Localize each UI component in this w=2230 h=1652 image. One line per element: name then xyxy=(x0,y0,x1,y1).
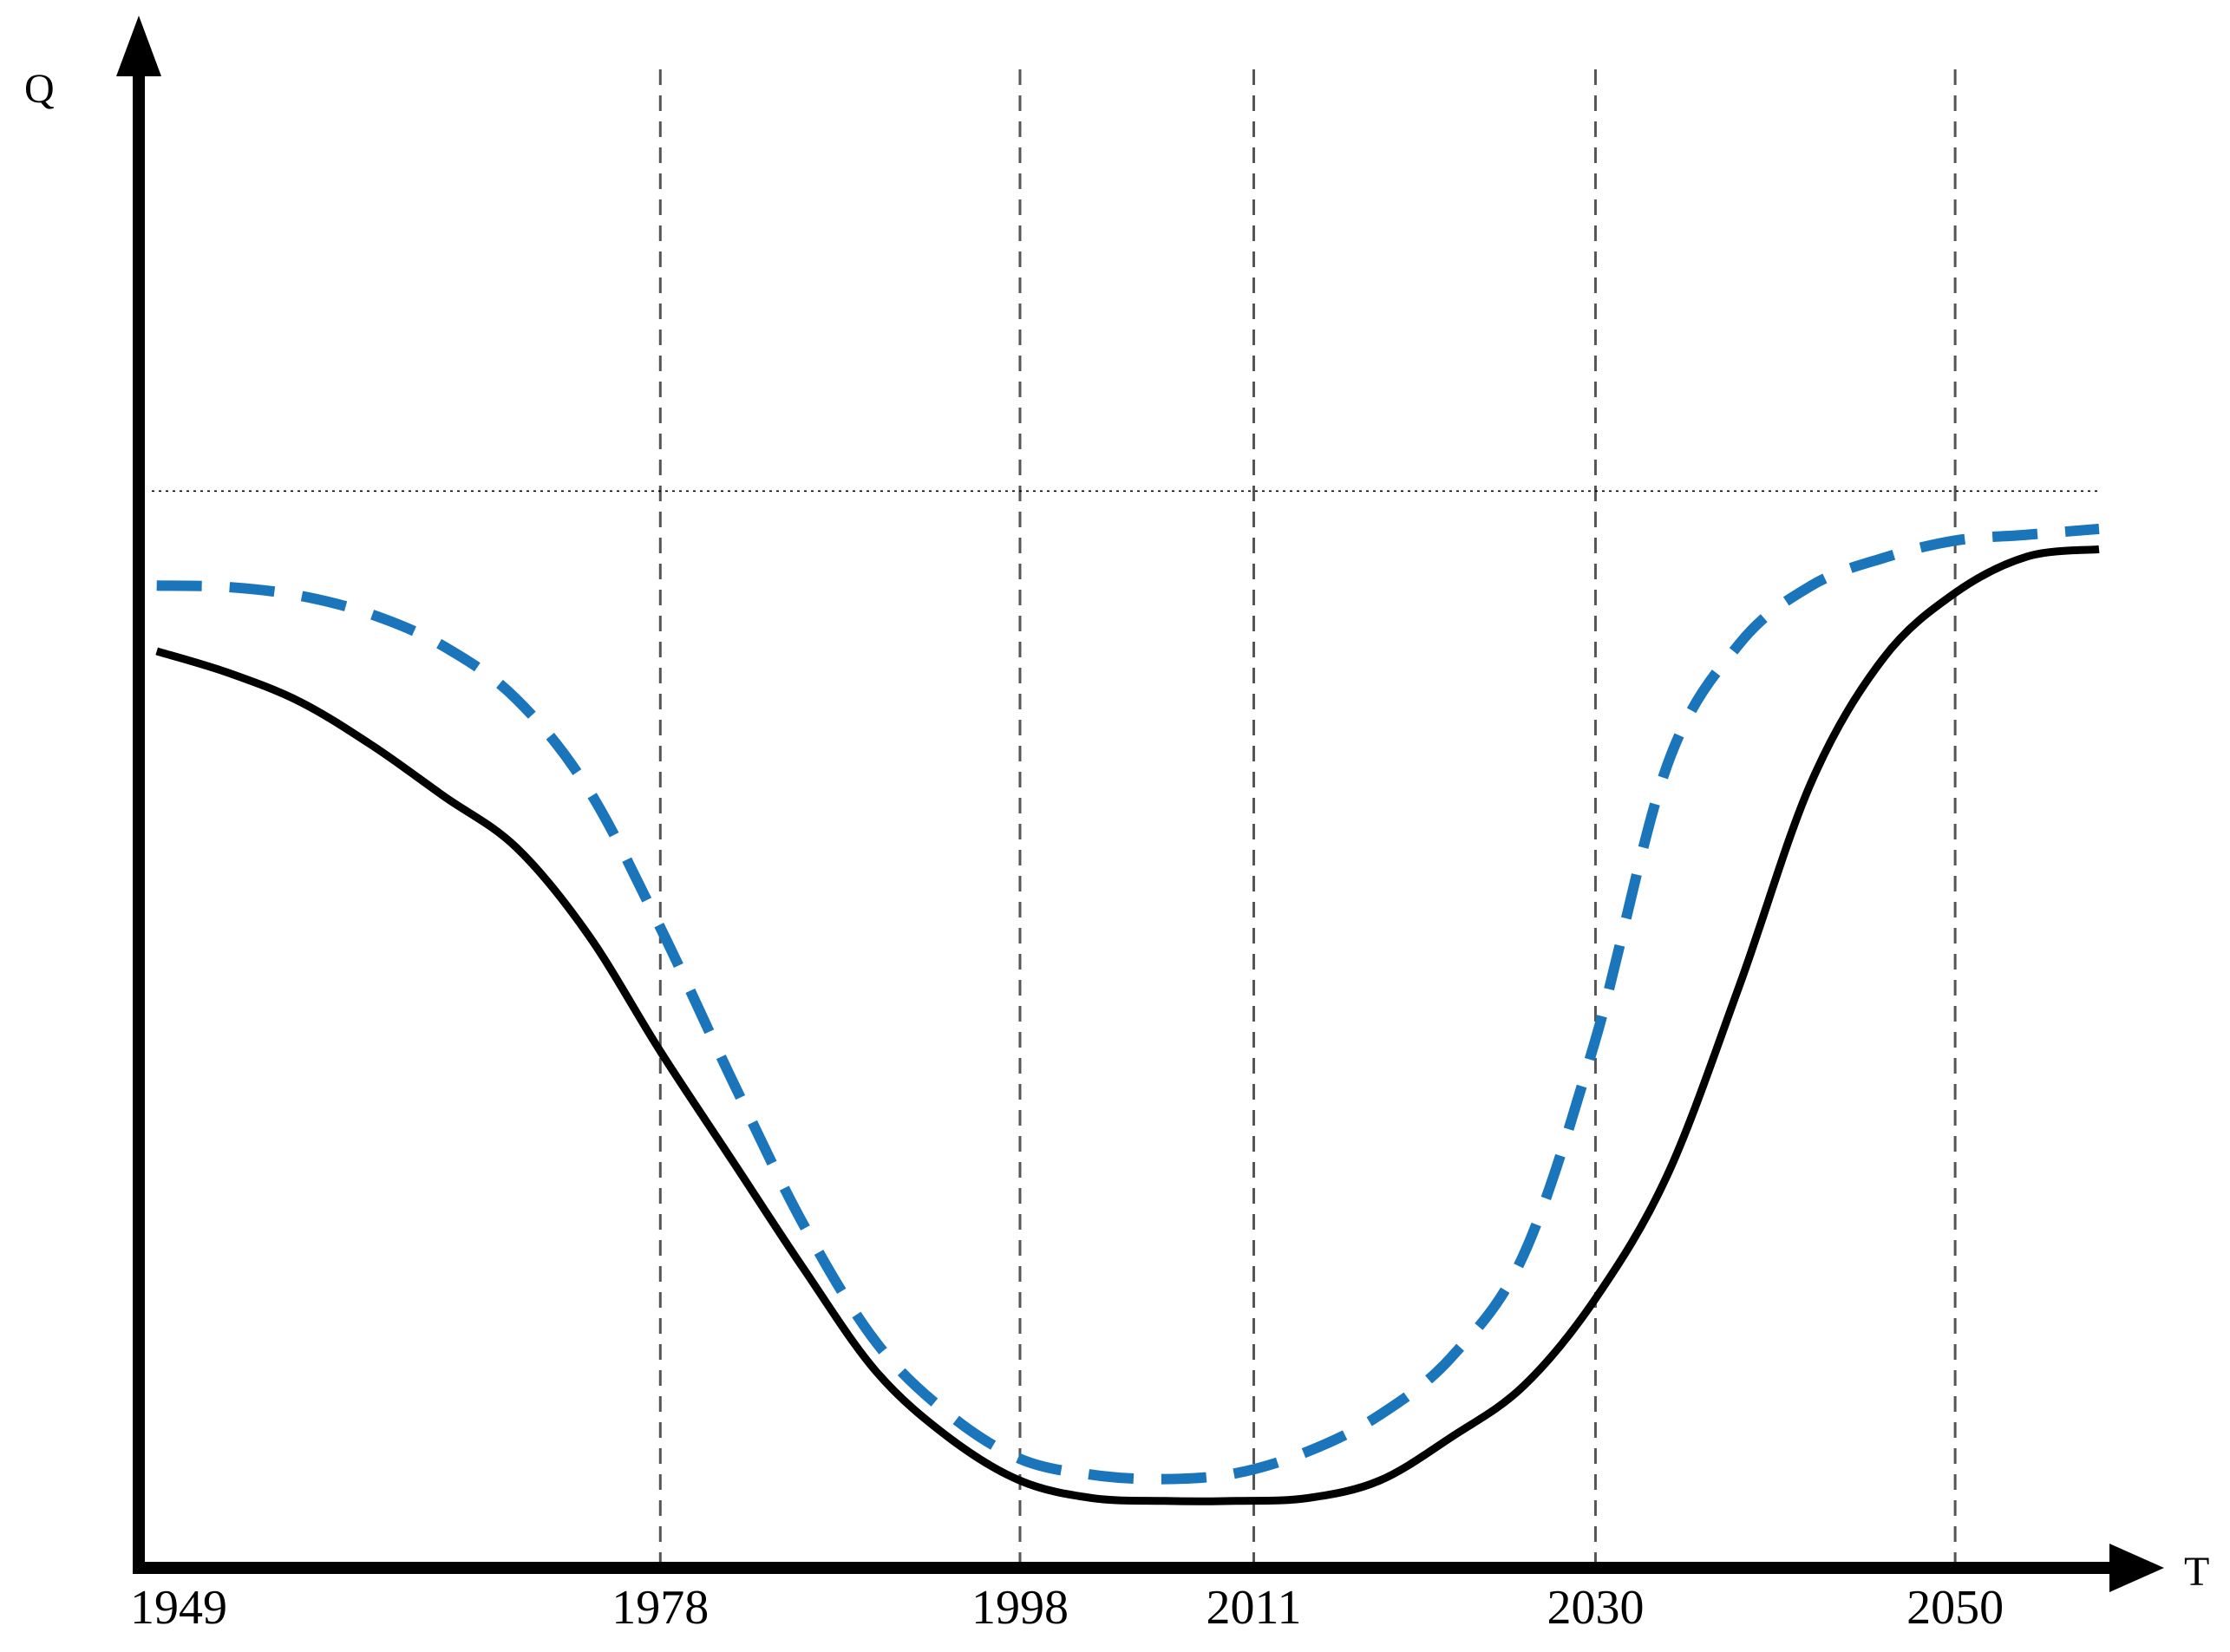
x-tick-label-2030: 2030 xyxy=(1547,1581,1644,1635)
series-group xyxy=(155,523,2100,1505)
series-line-solid xyxy=(155,545,2100,1505)
x-axis-label: T xyxy=(2184,1549,2209,1595)
x-tick-label-1998: 1998 xyxy=(971,1581,1069,1635)
x-tick-labels: 1949 1978 1998 2011 2030 2050 xyxy=(130,1581,2004,1635)
y-axis-arrow-icon xyxy=(116,16,161,76)
x-tick-label-2050: 2050 xyxy=(1906,1581,2004,1635)
series-line-dashed xyxy=(156,523,2100,1485)
x-axis-arrow-icon xyxy=(2109,1544,2164,1592)
x-tick-label-1949: 1949 xyxy=(130,1581,227,1635)
x-tick-label-1978: 1978 xyxy=(611,1581,709,1635)
vertical-gridlines xyxy=(658,69,1957,1568)
y-axis-label: Q xyxy=(24,66,55,112)
x-tick-label-2011: 2011 xyxy=(1207,1581,1302,1635)
